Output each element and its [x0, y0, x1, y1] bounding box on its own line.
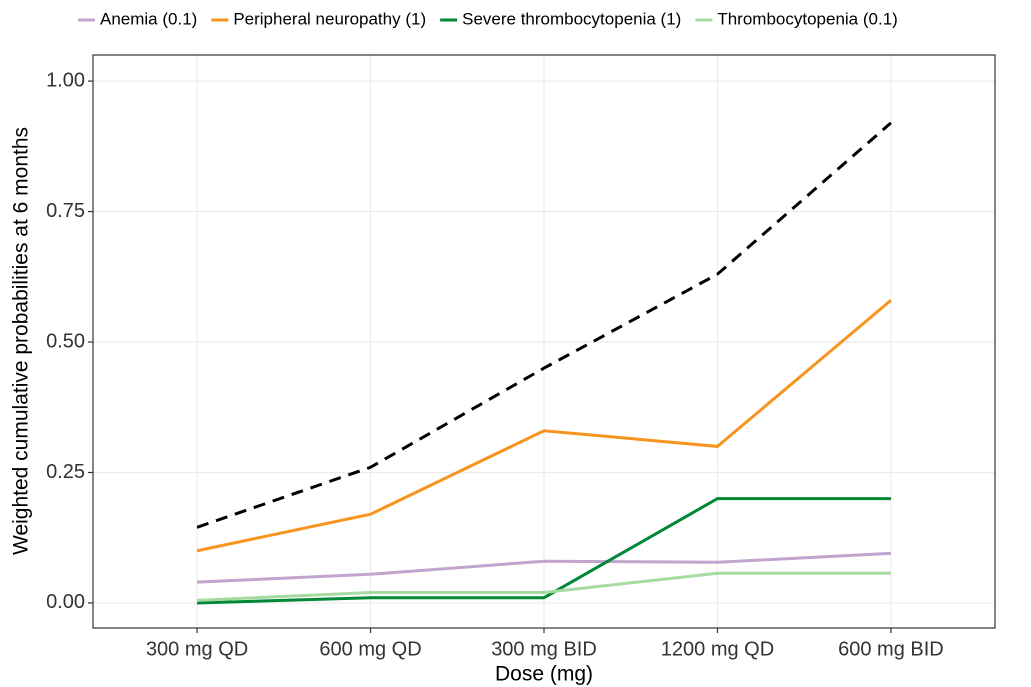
panel-border: [92, 54, 996, 629]
series-line: [197, 571, 891, 602]
x-axis-title: Dose (mg): [495, 663, 593, 686]
legend-label: Anemia (0.1): [100, 9, 197, 28]
y-tick-label: 0.25: [46, 461, 85, 483]
x-tick-label: 600 mg BID: [838, 638, 944, 660]
y-tick-label: 1.00: [46, 69, 85, 91]
series-line: [196, 121, 892, 529]
series-line: [197, 551, 891, 584]
y-axis-title: Weighted cumulative probabilities at 6 m…: [10, 127, 33, 555]
y-tick-label: 0.50: [46, 330, 85, 352]
x-tick-label: 600 mg QD: [319, 638, 421, 660]
y-tick-label: 0.75: [46, 200, 85, 222]
y-tick-label: 0.00: [46, 591, 85, 613]
x-tick-label: 1200 mg QD: [661, 638, 774, 660]
x-tick-label: 300 mg QD: [146, 638, 248, 660]
series-line: [197, 497, 891, 605]
legend-label: Severe thrombocytopenia (1): [462, 9, 681, 28]
legend-label: Peripheral neuropathy (1): [233, 9, 426, 28]
legend-label: Thrombocytopenia (0.1): [717, 9, 897, 28]
x-tick-label: 300 mg BID: [491, 638, 597, 660]
series-line: [196, 299, 892, 553]
